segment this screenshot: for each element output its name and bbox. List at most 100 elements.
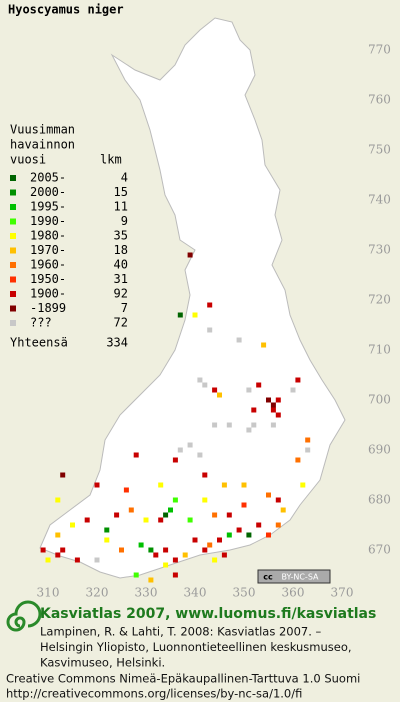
x-grid-label: 330 xyxy=(135,586,158,600)
observation xyxy=(60,472,66,478)
observation xyxy=(163,512,169,518)
y-grid-label: 760 xyxy=(368,93,391,107)
observation xyxy=(202,472,208,478)
observation xyxy=(266,492,271,498)
y-grid-label: 720 xyxy=(368,293,391,307)
observation xyxy=(172,497,178,503)
observation xyxy=(187,442,193,448)
observation xyxy=(133,572,139,578)
observation xyxy=(270,422,276,428)
observation xyxy=(221,482,227,488)
finland-outline xyxy=(39,17,346,579)
observation xyxy=(290,387,296,393)
license-line: http://creativecommons.org/licenses/by-n… xyxy=(6,687,302,701)
y-grid-label: 700 xyxy=(368,393,391,407)
observation xyxy=(256,522,262,528)
legend-label: 1990- xyxy=(30,214,66,228)
legend-label: 1960- xyxy=(30,258,66,272)
observation xyxy=(60,547,66,553)
legend-swatch xyxy=(10,247,16,254)
observation xyxy=(212,422,218,428)
y-grid-label: 740 xyxy=(368,193,391,207)
observation xyxy=(251,422,257,428)
observation xyxy=(94,557,100,563)
badge-box xyxy=(257,569,331,584)
legend-swatch xyxy=(10,204,16,210)
observation xyxy=(114,512,120,518)
x-grid-label: 320 xyxy=(86,586,109,600)
observation xyxy=(300,482,306,488)
footer-heading: Kasviatlas 2007, www.luomus.fi/kasviatla… xyxy=(40,606,376,622)
x-grid-label: 370 xyxy=(331,586,354,600)
legend-count: 31 xyxy=(114,272,128,286)
observation xyxy=(172,457,178,463)
legend-label: 1900- xyxy=(30,287,66,301)
observation xyxy=(187,517,193,523)
y-grid-label: 750 xyxy=(368,143,391,157)
legend-count: 92 xyxy=(114,287,128,301)
observation xyxy=(163,562,169,568)
y-grid-label: 690 xyxy=(368,443,391,457)
observation xyxy=(40,547,46,553)
legend-swatch xyxy=(10,291,16,297)
legend-swatch xyxy=(10,233,16,239)
badge-cc: cc xyxy=(263,573,273,582)
legend-count: 18 xyxy=(114,243,128,257)
observation xyxy=(148,547,154,553)
legend-label: 2000- xyxy=(30,185,66,199)
observation xyxy=(177,312,183,318)
legend-swatch xyxy=(10,320,16,326)
observation xyxy=(192,537,198,543)
observation xyxy=(236,527,242,533)
observation xyxy=(241,482,247,488)
observation xyxy=(246,427,252,433)
observation xyxy=(266,397,271,403)
observation xyxy=(207,327,213,333)
observation xyxy=(158,517,164,523)
observation xyxy=(217,392,222,398)
footer-line: Helsingin Yliopisto, Luonnontieteellinen… xyxy=(40,640,352,654)
observation xyxy=(246,387,252,393)
legend-label: 1970- xyxy=(30,243,66,257)
observation xyxy=(158,482,164,488)
y-grid-label: 680 xyxy=(368,493,391,507)
observation xyxy=(192,312,198,318)
observation xyxy=(270,402,276,408)
observation xyxy=(104,527,110,533)
legend-label: -1899 xyxy=(30,301,66,315)
legend-count: 4 xyxy=(121,171,128,185)
y-grid-label: 670 xyxy=(368,543,391,557)
observation xyxy=(212,512,218,518)
legend-count: 40 xyxy=(114,258,128,272)
observation xyxy=(295,377,301,383)
observation xyxy=(202,547,208,553)
legend-label: 1995- xyxy=(30,200,66,214)
legend-swatch xyxy=(10,276,16,283)
observation xyxy=(197,452,203,458)
observation xyxy=(202,382,208,388)
legend-count: 72 xyxy=(114,316,128,330)
observation xyxy=(177,447,183,453)
observation xyxy=(256,382,262,388)
legend-label: ??? xyxy=(30,316,52,330)
legend-heading: havainnon xyxy=(10,138,75,152)
observation xyxy=(295,457,301,463)
observation xyxy=(94,482,100,488)
legend-count: 15 xyxy=(114,185,128,199)
observation xyxy=(241,502,247,508)
observation xyxy=(305,437,311,443)
observation xyxy=(251,407,257,413)
y-grid-label: 710 xyxy=(368,343,391,357)
legend-count: 11 xyxy=(114,200,128,214)
observation xyxy=(221,552,227,558)
observation xyxy=(207,542,213,548)
observation xyxy=(123,487,129,493)
observation xyxy=(172,557,178,563)
observation xyxy=(270,407,276,413)
observation xyxy=(212,387,218,393)
x-grid-label: 340 xyxy=(184,586,207,600)
x-grid-label: 310 xyxy=(37,586,60,600)
cc-badge: cc BY-NC-SA xyxy=(257,569,331,584)
